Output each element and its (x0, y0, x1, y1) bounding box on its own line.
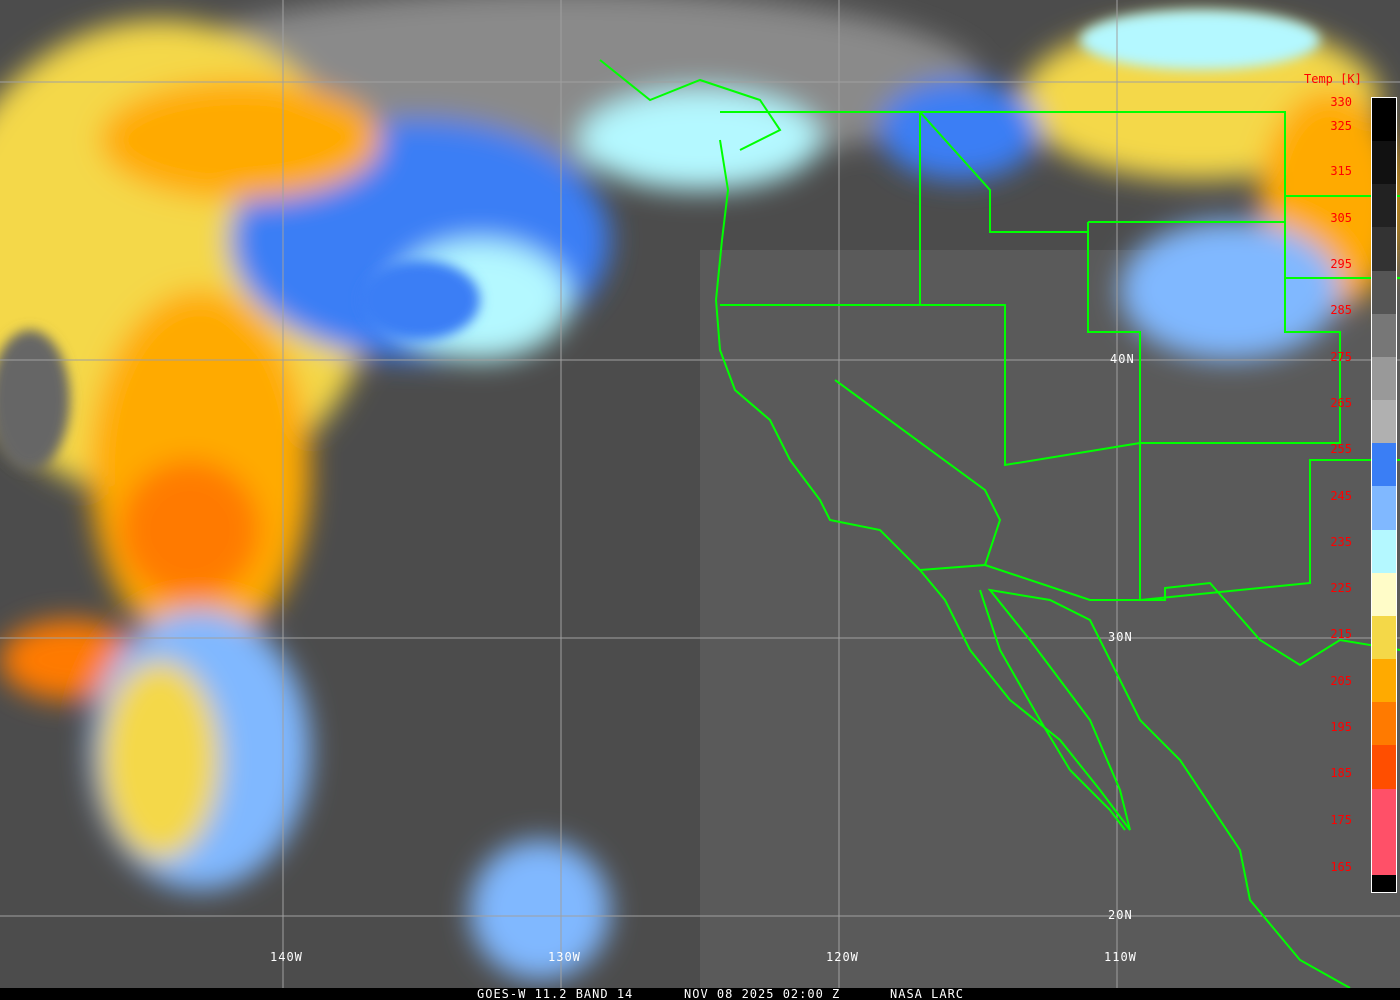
colorbar-swatch (1372, 356, 1396, 401)
satellite-band-label: GOES-W 11.2 BAND 14 (477, 987, 634, 1000)
lon-label-130w: 130W (548, 950, 581, 964)
colorbar-swatch (1372, 270, 1396, 314)
lon-label-140w: 140W (270, 950, 303, 964)
colorbar-tick-label: 305 (1330, 211, 1352, 225)
colorbar-title: Temp [K] (1304, 72, 1362, 86)
colorbar-tick-label: 295 (1330, 257, 1352, 271)
temperature-colorbar (1371, 97, 1397, 893)
colorbar-tick-label: 235 (1330, 535, 1352, 549)
colorbar-tick-label: 225 (1330, 581, 1352, 595)
colorbar-swatch (1372, 615, 1396, 660)
colorbar-swatch (1372, 702, 1396, 746)
coastlines-borders (599, 59, 1400, 988)
credit-label: NASA LARC (890, 987, 965, 1000)
colorbar-tick-label: 185 (1330, 766, 1352, 780)
colorbar-swatch (1372, 141, 1396, 185)
colorbar-swatch (1372, 486, 1396, 530)
colorbar-swatch (1372, 874, 1396, 893)
colorbar-tick-label: 205 (1330, 674, 1352, 688)
colorbar-swatch (1372, 443, 1396, 487)
footer-bar: GOES-W 11.2 BAND 14 NOV 08 2025 02:00 Z … (0, 988, 1400, 1000)
colorbar-swatch (1372, 529, 1396, 573)
colorbar-tick-label: 330 (1330, 95, 1352, 109)
colorbar-swatch (1372, 400, 1396, 444)
colorbar-swatch (1372, 98, 1396, 142)
colorbar-tick-label: 195 (1330, 720, 1352, 734)
colorbar-swatch (1372, 831, 1396, 875)
lat-label-40n: 40N (1110, 352, 1135, 366)
colorbar-swatch (1372, 659, 1396, 703)
colorbar-tick-label: 275 (1330, 350, 1352, 364)
colorbar-tick-label: 325 (1330, 119, 1352, 133)
colorbar-tick-label: 175 (1330, 813, 1352, 827)
colorbar-tick-label: 285 (1330, 303, 1352, 317)
lon-label-120w: 120W (826, 950, 859, 964)
colorbar-swatch (1372, 184, 1396, 228)
lat-label-20n: 20N (1108, 908, 1133, 922)
colorbar-tick-label: 245 (1330, 489, 1352, 503)
colorbar-tick-label: 215 (1330, 627, 1352, 641)
lon-label-110w: 110W (1104, 950, 1137, 964)
colorbar-swatch (1372, 745, 1396, 789)
colorbar-tick-label: 255 (1330, 442, 1352, 456)
datetime-label: NOV 08 2025 02:00 Z (684, 987, 841, 1000)
colorbar-tick-label: 315 (1330, 164, 1352, 178)
colorbar-tick-label: 265 (1330, 396, 1352, 410)
colorbar-swatch (1372, 313, 1396, 357)
lat-label-30n: 30N (1108, 630, 1133, 644)
colorbar-swatch (1372, 572, 1396, 616)
colorbar-swatch (1372, 788, 1396, 832)
colorbar-tick-label: 165 (1330, 860, 1352, 874)
colorbar-swatch (1372, 227, 1396, 271)
